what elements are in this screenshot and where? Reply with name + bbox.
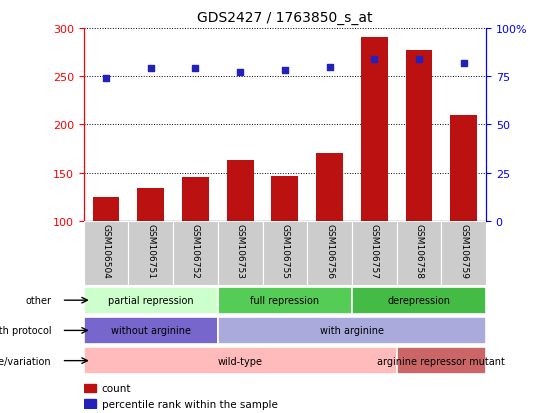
Text: growth protocol: growth protocol <box>0 325 51 336</box>
Bar <box>396 221 441 285</box>
Bar <box>84 317 218 344</box>
Bar <box>316 154 343 221</box>
Bar <box>307 221 352 285</box>
Text: GSM106757: GSM106757 <box>370 223 379 278</box>
Bar <box>406 51 433 221</box>
Text: without arginine: without arginine <box>111 325 191 336</box>
Text: wild-type: wild-type <box>218 356 262 366</box>
Text: count: count <box>102 383 131 393</box>
Point <box>236 70 245 76</box>
Bar <box>262 221 307 285</box>
Text: percentile rank within the sample: percentile rank within the sample <box>102 399 278 408</box>
Bar <box>352 221 396 285</box>
Bar <box>352 287 486 314</box>
Bar <box>361 38 388 221</box>
Text: arginine repressor mutant: arginine repressor mutant <box>377 356 505 366</box>
Point <box>146 66 155 73</box>
Text: GSM106755: GSM106755 <box>280 223 289 278</box>
Title: GDS2427 / 1763850_s_at: GDS2427 / 1763850_s_at <box>197 11 373 25</box>
Bar <box>84 221 129 285</box>
Bar <box>272 176 298 221</box>
Text: GSM106752: GSM106752 <box>191 223 200 278</box>
Bar <box>137 189 164 221</box>
Text: partial repression: partial repression <box>108 295 193 306</box>
Bar <box>173 221 218 285</box>
Bar <box>218 287 352 314</box>
Bar <box>441 221 486 285</box>
Point <box>460 60 468 67</box>
Text: with arginine: with arginine <box>320 325 384 336</box>
Text: derepression: derepression <box>387 295 450 306</box>
Bar <box>84 347 396 374</box>
Bar <box>129 221 173 285</box>
Bar <box>227 161 254 221</box>
Text: genotype/variation: genotype/variation <box>0 356 51 366</box>
Text: GSM106758: GSM106758 <box>415 223 423 278</box>
Point <box>325 64 334 71</box>
Bar <box>450 116 477 221</box>
Text: full repression: full repression <box>250 295 320 306</box>
Bar <box>182 177 209 221</box>
Text: other: other <box>25 295 51 306</box>
Point <box>102 76 110 82</box>
Text: GSM106759: GSM106759 <box>459 223 468 278</box>
Bar <box>218 317 486 344</box>
Point <box>415 57 423 63</box>
Bar <box>84 384 96 392</box>
Text: GSM106753: GSM106753 <box>235 223 245 278</box>
Bar <box>93 197 119 221</box>
Text: GSM106504: GSM106504 <box>102 223 111 278</box>
Bar <box>218 221 262 285</box>
Bar <box>84 399 96 408</box>
Bar <box>84 287 218 314</box>
Text: GSM106751: GSM106751 <box>146 223 156 278</box>
Point <box>191 66 200 73</box>
Bar <box>396 347 486 374</box>
Point <box>370 57 379 63</box>
Text: GSM106756: GSM106756 <box>325 223 334 278</box>
Point <box>281 68 289 75</box>
